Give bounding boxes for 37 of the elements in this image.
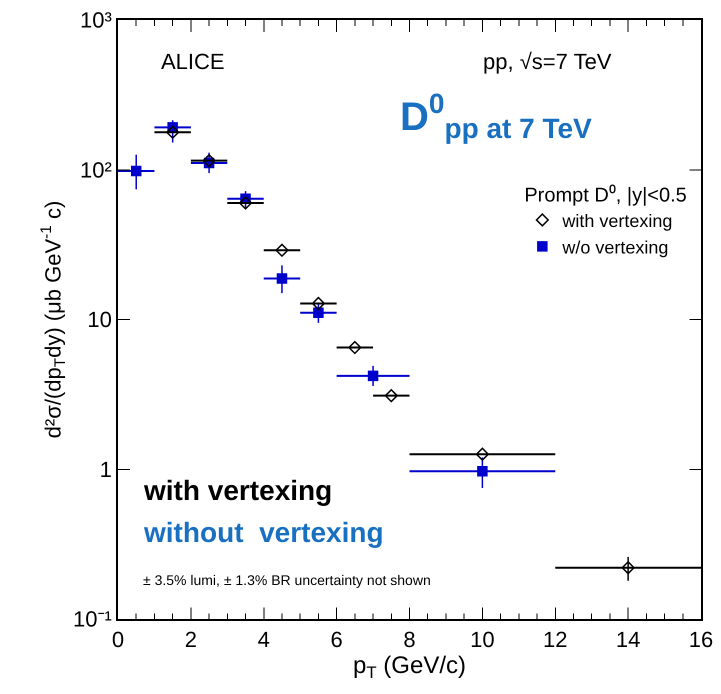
x-tick-label: 0	[112, 627, 124, 652]
point	[477, 466, 488, 476]
point	[384, 389, 398, 402]
point	[166, 126, 180, 139]
legend-label: w/o vertexing	[561, 237, 668, 258]
y-tick-label: 1	[100, 456, 112, 482]
point	[275, 244, 289, 257]
point	[476, 448, 489, 461]
x-tick-label: 4	[258, 627, 270, 652]
annotation: with vertexing	[143, 475, 332, 506]
point	[276, 273, 288, 284]
y-tick-label: 10	[87, 307, 112, 332]
point	[368, 370, 378, 382]
point	[130, 166, 142, 176]
x-tick-label: 8	[403, 627, 416, 652]
point	[348, 340, 362, 354]
x-tick-label: 16	[688, 627, 714, 652]
annotation: pp, √s=7 TeV	[483, 49, 612, 74]
y-tick-label: 10²	[80, 157, 112, 182]
annotation: ALICE	[161, 49, 225, 74]
x-tick-label: 10	[470, 627, 495, 652]
point	[312, 296, 326, 310]
legend-title: Prompt D⁰, |y|<0.5	[524, 184, 687, 207]
x-tick-label: 6	[330, 627, 343, 652]
x-tick-label: 2	[184, 627, 198, 652]
point	[313, 307, 324, 318]
y-tick-label: 10⁻¹	[73, 606, 112, 632]
annotation: ± 3.5% lumi, ± 1.3% BR uncertainty not shown	[143, 572, 431, 588]
legend-label: with vertexing	[561, 210, 672, 231]
x-axis-title: p$_{T}$ (GeV/c)	[353, 652, 466, 682]
point	[238, 196, 252, 210]
y-tick-label: 10³	[80, 8, 112, 33]
point	[202, 154, 216, 168]
annotation: without vertexing	[143, 517, 384, 548]
x-tick-label: 12	[543, 627, 568, 652]
x-tick-label: 14	[616, 627, 640, 652]
point	[622, 561, 635, 574]
